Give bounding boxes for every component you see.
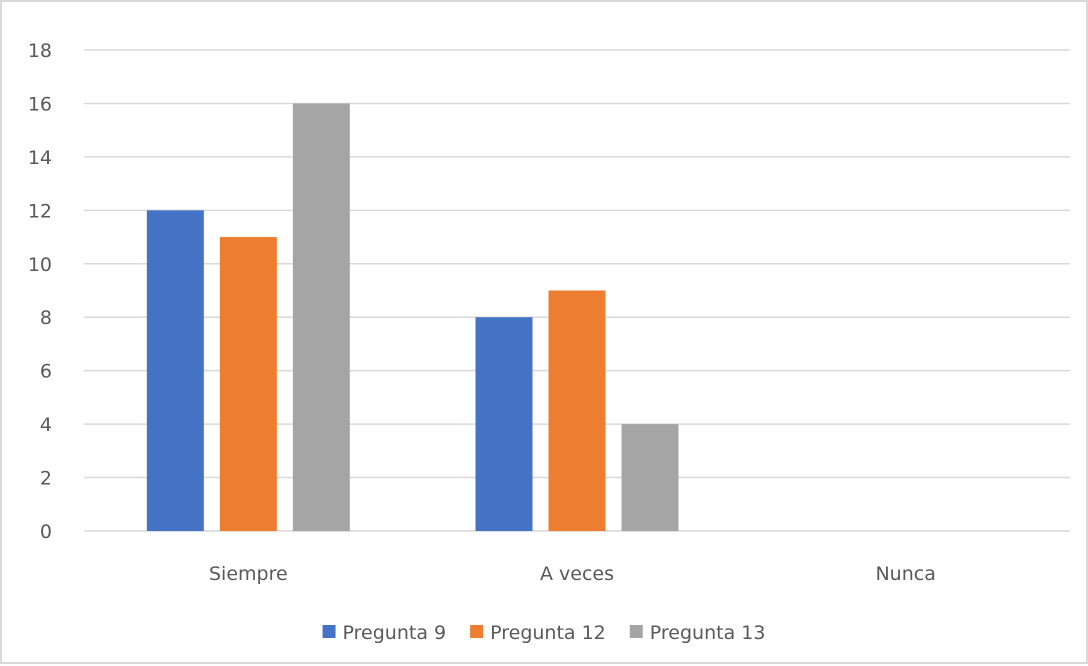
y-axis-ticks: 0 2 4 6 8 10 12 14 16 18: [28, 40, 52, 543]
y-tick-label: 12: [28, 200, 52, 222]
y-tick-label: 10: [28, 254, 52, 276]
bar-pregunta-13: [292, 103, 350, 531]
y-tick-label: 6: [40, 361, 52, 383]
bars: [146, 103, 679, 532]
y-tick-label: 4: [40, 414, 52, 436]
x-tick-label: Siempre: [209, 563, 288, 585]
y-tick-label: 2: [40, 468, 52, 490]
x-tick-label: Nunca: [875, 563, 935, 585]
legend-label: Pregunta 9: [343, 622, 447, 644]
legend-swatch: [322, 625, 336, 638]
bar-pregunta-9: [475, 317, 533, 531]
legend: Pregunta 9 Pregunta 12 Pregunta 13: [322, 622, 766, 644]
x-axis-ticks: Siempre A veces Nunca: [209, 563, 936, 585]
legend-label: Pregunta 13: [650, 622, 766, 644]
y-tick-label: 0: [40, 521, 52, 543]
legend-label: Pregunta 12: [490, 622, 606, 644]
bar-pregunta-12: [219, 237, 277, 532]
y-tick-label: 14: [28, 147, 52, 169]
y-tick-label: 8: [40, 307, 52, 329]
legend-swatch: [470, 625, 484, 638]
bar-pregunta-12: [548, 290, 606, 531]
bar-pregunta-13: [621, 424, 679, 531]
bar-pregunta-9: [146, 210, 204, 532]
y-tick-label: 18: [28, 40, 52, 62]
x-tick-label: A veces: [540, 563, 614, 585]
legend-swatch: [629, 625, 643, 638]
y-tick-label: 16: [28, 93, 52, 115]
